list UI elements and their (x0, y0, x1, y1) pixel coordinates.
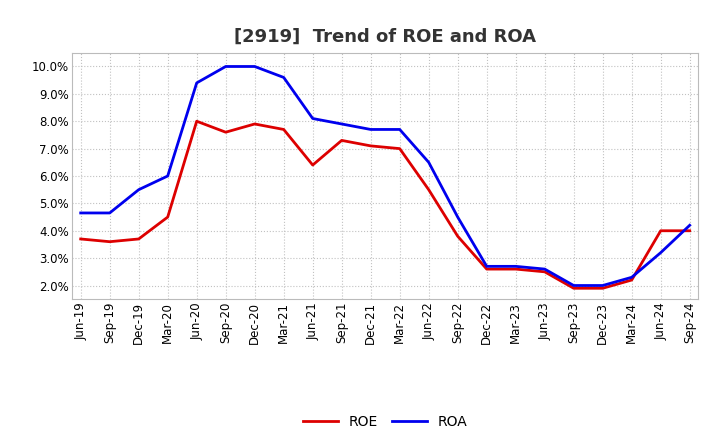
ROA (685, 223, 694, 228)
ROA (105, 210, 114, 216)
ROA (366, 127, 375, 132)
ROA (135, 187, 143, 192)
Line: ROA: ROA (81, 66, 690, 286)
ROA (511, 264, 520, 269)
ROE (251, 121, 259, 127)
ROA (308, 116, 317, 121)
ROE (192, 119, 201, 124)
ROA (424, 160, 433, 165)
ROE (627, 277, 636, 282)
ROE (511, 267, 520, 272)
ROA (163, 173, 172, 179)
ROA (627, 275, 636, 280)
ROE (657, 228, 665, 233)
ROA (338, 121, 346, 127)
ROA (279, 75, 288, 80)
ROE (482, 267, 491, 272)
ROA (192, 80, 201, 85)
ROE (105, 239, 114, 244)
ROE (163, 214, 172, 220)
ROE (135, 236, 143, 242)
Legend: ROE, ROA: ROE, ROA (297, 410, 473, 435)
ROE (279, 127, 288, 132)
ROA (482, 264, 491, 269)
ROE (541, 269, 549, 275)
ROA (395, 127, 404, 132)
ROE (454, 234, 462, 239)
Line: ROE: ROE (81, 121, 690, 288)
ROE (685, 228, 694, 233)
ROE (308, 162, 317, 168)
ROA (570, 283, 578, 288)
ROE (366, 143, 375, 149)
ROA (541, 267, 549, 272)
ROA (657, 250, 665, 255)
ROE (570, 286, 578, 291)
ROE (221, 129, 230, 135)
ROA (251, 64, 259, 69)
Title: [2919]  Trend of ROE and ROA: [2919] Trend of ROE and ROA (234, 28, 536, 46)
ROE (424, 187, 433, 192)
ROA (454, 214, 462, 220)
ROE (395, 146, 404, 151)
ROE (598, 286, 607, 291)
ROA (598, 283, 607, 288)
ROA (221, 64, 230, 69)
ROE (338, 138, 346, 143)
ROA (76, 210, 85, 216)
ROE (76, 236, 85, 242)
